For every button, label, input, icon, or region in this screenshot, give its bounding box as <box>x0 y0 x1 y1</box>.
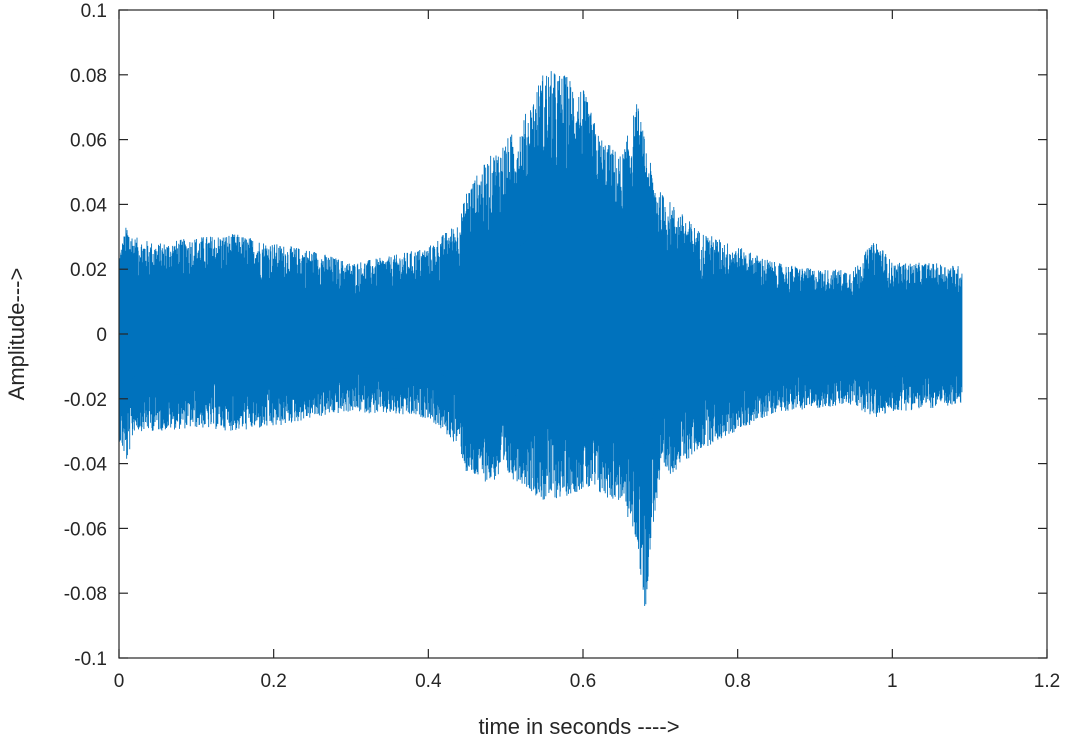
x-axis-title: time in seconds ----> <box>478 714 679 739</box>
signal-core <box>119 222 962 448</box>
x-tick-label: 0.8 <box>724 671 750 692</box>
y-tick-label: 0.02 <box>70 260 107 281</box>
y-tick-label: -0.02 <box>64 390 107 411</box>
x-tick-label: 0.2 <box>260 671 286 692</box>
x-tick-label: 0 <box>114 671 125 692</box>
x-axis: 0 0.2 0.4 0.6 0.8 1 1.2 <box>114 10 1060 692</box>
y-tick-label: 0.06 <box>70 131 107 152</box>
y-axis-title: Amplitude---> <box>4 268 29 401</box>
x-tick-label: 1 <box>887 671 898 692</box>
y-tick-label: 0 <box>96 325 107 346</box>
y-tick-label: -0.08 <box>64 584 107 605</box>
y-tick-label: 0.1 <box>81 1 107 22</box>
x-tick-label: 0.4 <box>415 671 442 692</box>
signal-series <box>118 71 963 606</box>
y-axis: -0.1 -0.08 -0.06 -0.04 -0.02 0 0.02 0.04 0.06 0.0… <box>64 1 1047 670</box>
x-tick-label: 0.6 <box>570 671 596 692</box>
y-tick-label: 0.08 <box>70 66 107 87</box>
y-tick-label: -0.06 <box>64 519 107 540</box>
x-tick-label: 1.2 <box>1034 671 1060 692</box>
y-tick-label: -0.04 <box>64 455 108 476</box>
y-tick-label: 0.04 <box>70 195 107 216</box>
y-tick-label: -0.1 <box>74 649 107 670</box>
